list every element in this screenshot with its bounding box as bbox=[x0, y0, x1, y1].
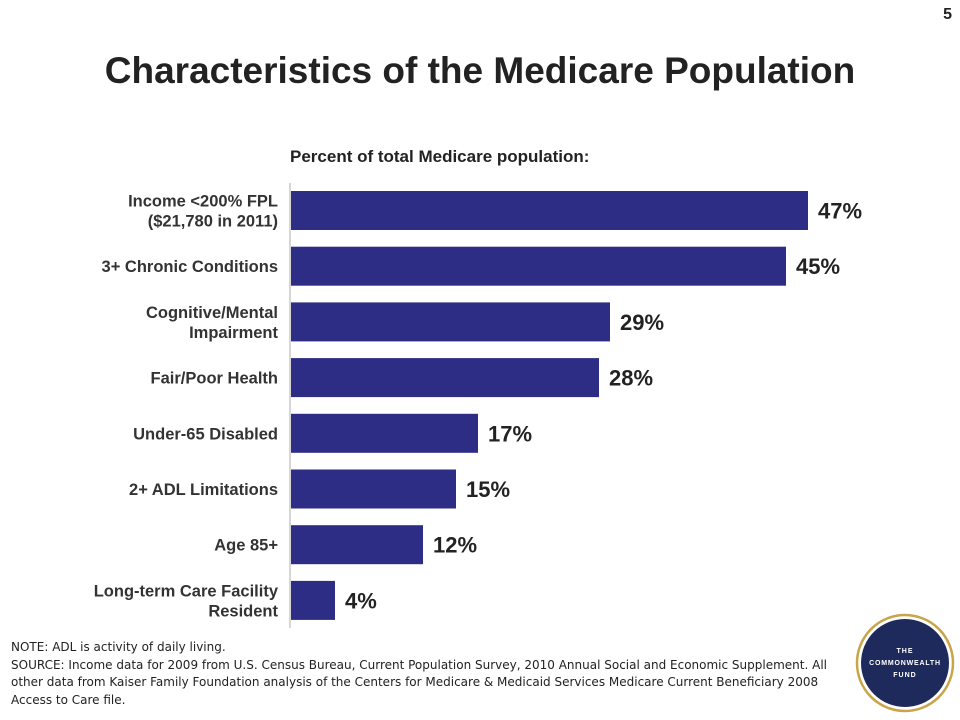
category-label-line: 3+ Chronic Conditions bbox=[102, 258, 278, 276]
commonwealth-fund-logo: THE COMMONWEALTH FUND bbox=[855, 613, 955, 713]
bar bbox=[291, 302, 610, 342]
bars-group: 47% Income <200% FPL ($21,780 in 2011) 45% 3… bbox=[94, 191, 862, 620]
logo-disc bbox=[861, 619, 949, 707]
category-label-line: ($21,780 in 2011) bbox=[148, 213, 278, 231]
chart-subtitle: Percent of total Medicare population: bbox=[290, 147, 590, 166]
category-label-line: Long-term Care Facility bbox=[94, 582, 279, 600]
value-label: 17% bbox=[488, 421, 532, 446]
category-label-line: Age 85+ bbox=[214, 537, 278, 555]
bar-chart: 47% Income <200% FPL ($21,780 in 2011) 45% 3… bbox=[94, 183, 862, 628]
category-label: Cognitive/Mental Impairment bbox=[146, 304, 279, 342]
note-text: NOTE: ADL is activity of daily living. bbox=[11, 640, 226, 654]
category-label: Age 85+ bbox=[214, 537, 278, 555]
value-label: 29% bbox=[620, 310, 664, 335]
category-label: 3+ Chronic Conditions bbox=[102, 258, 278, 276]
logo-text-the: THE bbox=[897, 648, 914, 655]
category-label-line: 2+ ADL Limitations bbox=[129, 481, 278, 499]
value-label: 12% bbox=[433, 533, 477, 558]
source-text: SOURCE: Income data for 2009 from U.S. C… bbox=[11, 657, 827, 707]
bar bbox=[291, 469, 456, 509]
slide-title: Characteristics of the Medicare Populati… bbox=[104, 50, 856, 91]
logo-text-commonwealth: COMMONWEALTH bbox=[869, 660, 941, 667]
category-label-line: Income <200% FPL bbox=[128, 193, 278, 211]
logo-ring bbox=[855, 613, 955, 713]
bar bbox=[291, 246, 786, 286]
page-number: 5 bbox=[943, 6, 952, 23]
category-label: 2+ ADL Limitations bbox=[129, 481, 278, 499]
bar bbox=[291, 413, 478, 453]
bar bbox=[291, 191, 808, 230]
value-label: 45% bbox=[796, 254, 840, 279]
value-label: 47% bbox=[818, 199, 862, 224]
bar bbox=[291, 580, 335, 620]
bar bbox=[291, 525, 423, 565]
category-label-line: Cognitive/Mental bbox=[146, 304, 278, 322]
value-label: 4% bbox=[345, 588, 377, 613]
category-label: Fair/Poor Health bbox=[151, 370, 278, 388]
value-label: 15% bbox=[466, 477, 510, 502]
notes: NOTE: ADL is activity of daily living. S… bbox=[11, 639, 841, 709]
category-label-line: Impairment bbox=[189, 324, 278, 342]
logo-text-fund: FUND bbox=[893, 672, 916, 679]
value-label: 28% bbox=[609, 366, 653, 391]
category-label: Long-term Care Facility Resident bbox=[94, 582, 279, 620]
category-label: Income <200% FPL ($21,780 in 2011) bbox=[128, 193, 278, 231]
category-label-line: Under-65 Disabled bbox=[133, 425, 278, 443]
category-label-line: Resident bbox=[208, 602, 278, 620]
category-label: Under-65 Disabled bbox=[133, 425, 278, 443]
category-label-line: Fair/Poor Health bbox=[151, 370, 278, 388]
bar bbox=[291, 358, 599, 398]
